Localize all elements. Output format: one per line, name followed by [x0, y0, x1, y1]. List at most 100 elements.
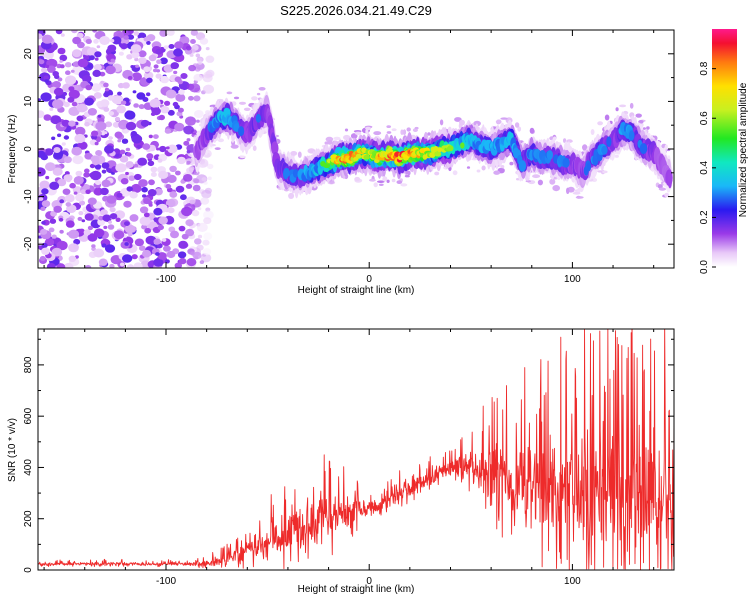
noise-speckle [102, 214, 111, 222]
ridge-blob [606, 136, 612, 147]
noise-speckle [108, 111, 115, 116]
noise-speckle [150, 172, 157, 177]
noise-speckle [125, 161, 134, 168]
noise-speckle [56, 263, 66, 268]
noise-speckle [57, 133, 62, 138]
noise-speckle [76, 32, 84, 39]
noise-speckle [189, 53, 194, 57]
noise-speckle [87, 225, 93, 231]
noise-speckle [68, 255, 77, 262]
noise-speckle [116, 105, 126, 114]
noise-speckle [125, 171, 129, 176]
noise-speckle [194, 66, 201, 72]
noise-speckle [41, 188, 49, 195]
noise-speckle [85, 189, 91, 195]
noise-speckle [159, 57, 168, 65]
noise-speckle [105, 65, 116, 75]
noise-speckle [85, 38, 92, 45]
noise-speckle [134, 173, 142, 181]
halo-speckle [629, 102, 634, 109]
noise-speckle [197, 60, 203, 65]
noise-speckle [128, 175, 136, 181]
noise-speckle [87, 108, 97, 116]
ridge-blob [434, 151, 442, 157]
noise-speckle [149, 98, 161, 108]
noise-speckle [143, 36, 150, 42]
halo-speckle [226, 91, 233, 95]
snr-series-line [38, 329, 674, 570]
noise-speckle [109, 213, 118, 220]
noise-speckle [142, 194, 147, 198]
noise-speckle [68, 89, 80, 99]
noise-speckle [165, 199, 176, 208]
snr-axes: -100 0 100 0 200 400 600 800 [23, 329, 674, 587]
noise-speckle [156, 147, 160, 151]
noise-speckle [71, 30, 78, 34]
snr-ylabel: SNR (10 * v/v) [7, 418, 18, 482]
halo-speckle [369, 178, 376, 182]
noise-speckle [178, 89, 185, 95]
noise-speckle [94, 57, 99, 61]
noise-speckle [79, 228, 85, 234]
noise-speckle [88, 55, 95, 61]
halo-speckle [344, 128, 349, 132]
noise-speckle [97, 114, 102, 118]
noise-speckle [43, 75, 49, 81]
halo-speckle [233, 96, 240, 100]
noise-speckle [139, 245, 146, 251]
halo-speckle [466, 166, 471, 169]
noise-speckle [194, 110, 204, 118]
noise-speckle [157, 224, 164, 231]
halo-speckle [500, 117, 508, 120]
ridge-blob [255, 113, 261, 123]
halo-speckle [217, 138, 224, 143]
noise-speckle [169, 191, 178, 198]
noise-speckle [174, 41, 184, 50]
halo-speckle [256, 92, 261, 96]
noise-speckle [53, 147, 61, 153]
colorbar-axis: 0.0 0.2 0.4 0.6 0.8 [699, 61, 716, 274]
halo-speckle [537, 179, 544, 186]
noise-speckle [91, 83, 102, 92]
noise-speckle [71, 101, 78, 107]
noise-speckle [101, 169, 107, 174]
noise-speckle [119, 262, 125, 267]
noise-speckle [45, 64, 50, 69]
noise-speckle [116, 192, 123, 198]
noise-speckle [64, 262, 74, 268]
noise-speckle [207, 163, 214, 170]
halo-speckle [646, 126, 650, 130]
noise-speckle [52, 167, 63, 176]
noise-speckle [134, 238, 144, 247]
noise-speckle [137, 157, 148, 166]
noise-speckle [69, 182, 76, 189]
noise-speckle [127, 75, 133, 80]
noise-speckle [153, 238, 161, 245]
noise-speckle [197, 234, 203, 239]
halo-speckle [532, 174, 541, 179]
noise-speckle [166, 250, 176, 259]
noise-speckle [110, 58, 115, 63]
ridge-blob [355, 153, 362, 159]
noise-speckle [41, 200, 51, 208]
noise-speckle [202, 73, 213, 83]
ridge-blob [562, 157, 570, 168]
noise-speckle [53, 205, 62, 213]
noise-speckle [100, 187, 109, 196]
noise-speckle [188, 95, 194, 101]
noise-speckle [170, 230, 179, 239]
noise-speckle [111, 36, 122, 45]
x-tick-label: -100 [156, 576, 176, 587]
noise-speckle [203, 181, 208, 185]
noise-speckle [70, 69, 75, 73]
halo-speckle [619, 104, 627, 108]
noise-speckle [157, 252, 167, 260]
halo-speckle [365, 126, 372, 131]
noise-speckle [130, 183, 142, 193]
noise-speckle [157, 158, 163, 163]
halo-speckle [602, 170, 608, 174]
y-tick-label: 20 [23, 48, 34, 60]
noise-speckle [120, 100, 127, 105]
noise-speckle [183, 140, 190, 146]
ridge-blob [601, 145, 608, 155]
